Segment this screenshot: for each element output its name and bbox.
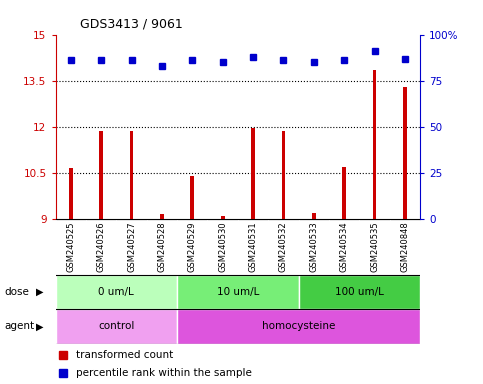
- Text: GSM240529: GSM240529: [188, 222, 197, 272]
- Bar: [177, 275, 298, 309]
- Bar: [160, 214, 164, 219]
- Text: 10 um/L: 10 um/L: [217, 287, 259, 297]
- Bar: [298, 275, 420, 309]
- Text: percentile rank within the sample: percentile rank within the sample: [76, 368, 252, 378]
- Text: GSM240848: GSM240848: [400, 222, 410, 272]
- Bar: [56, 309, 177, 344]
- Text: GSM240527: GSM240527: [127, 222, 136, 272]
- Text: dose: dose: [5, 287, 30, 297]
- Bar: [403, 87, 407, 219]
- Text: GSM240533: GSM240533: [309, 222, 318, 272]
- Bar: [69, 168, 72, 219]
- Bar: [251, 128, 255, 219]
- Bar: [99, 131, 103, 219]
- Bar: [190, 176, 194, 219]
- Text: ▶: ▶: [36, 287, 44, 297]
- Bar: [177, 309, 420, 344]
- Bar: [221, 216, 225, 219]
- Text: homocysteine: homocysteine: [262, 321, 335, 331]
- Text: GSM240534: GSM240534: [340, 222, 349, 272]
- Text: agent: agent: [5, 321, 35, 331]
- Bar: [312, 213, 316, 219]
- Text: 100 um/L: 100 um/L: [335, 287, 384, 297]
- Text: GSM240532: GSM240532: [279, 222, 288, 272]
- Text: 0 um/L: 0 um/L: [99, 287, 134, 297]
- Bar: [282, 131, 285, 219]
- Text: GSM240530: GSM240530: [218, 222, 227, 272]
- Text: GSM240528: GSM240528: [157, 222, 167, 272]
- Text: GSM240526: GSM240526: [97, 222, 106, 272]
- Bar: [342, 167, 346, 219]
- Text: GSM240531: GSM240531: [249, 222, 257, 272]
- Bar: [130, 131, 133, 219]
- Text: ▶: ▶: [36, 321, 44, 331]
- Text: transformed count: transformed count: [76, 350, 173, 360]
- Text: control: control: [98, 321, 134, 331]
- Bar: [373, 70, 376, 219]
- Text: GSM240525: GSM240525: [66, 222, 75, 272]
- Text: GSM240535: GSM240535: [370, 222, 379, 272]
- Bar: [56, 275, 177, 309]
- Text: GDS3413 / 9061: GDS3413 / 9061: [80, 17, 183, 30]
